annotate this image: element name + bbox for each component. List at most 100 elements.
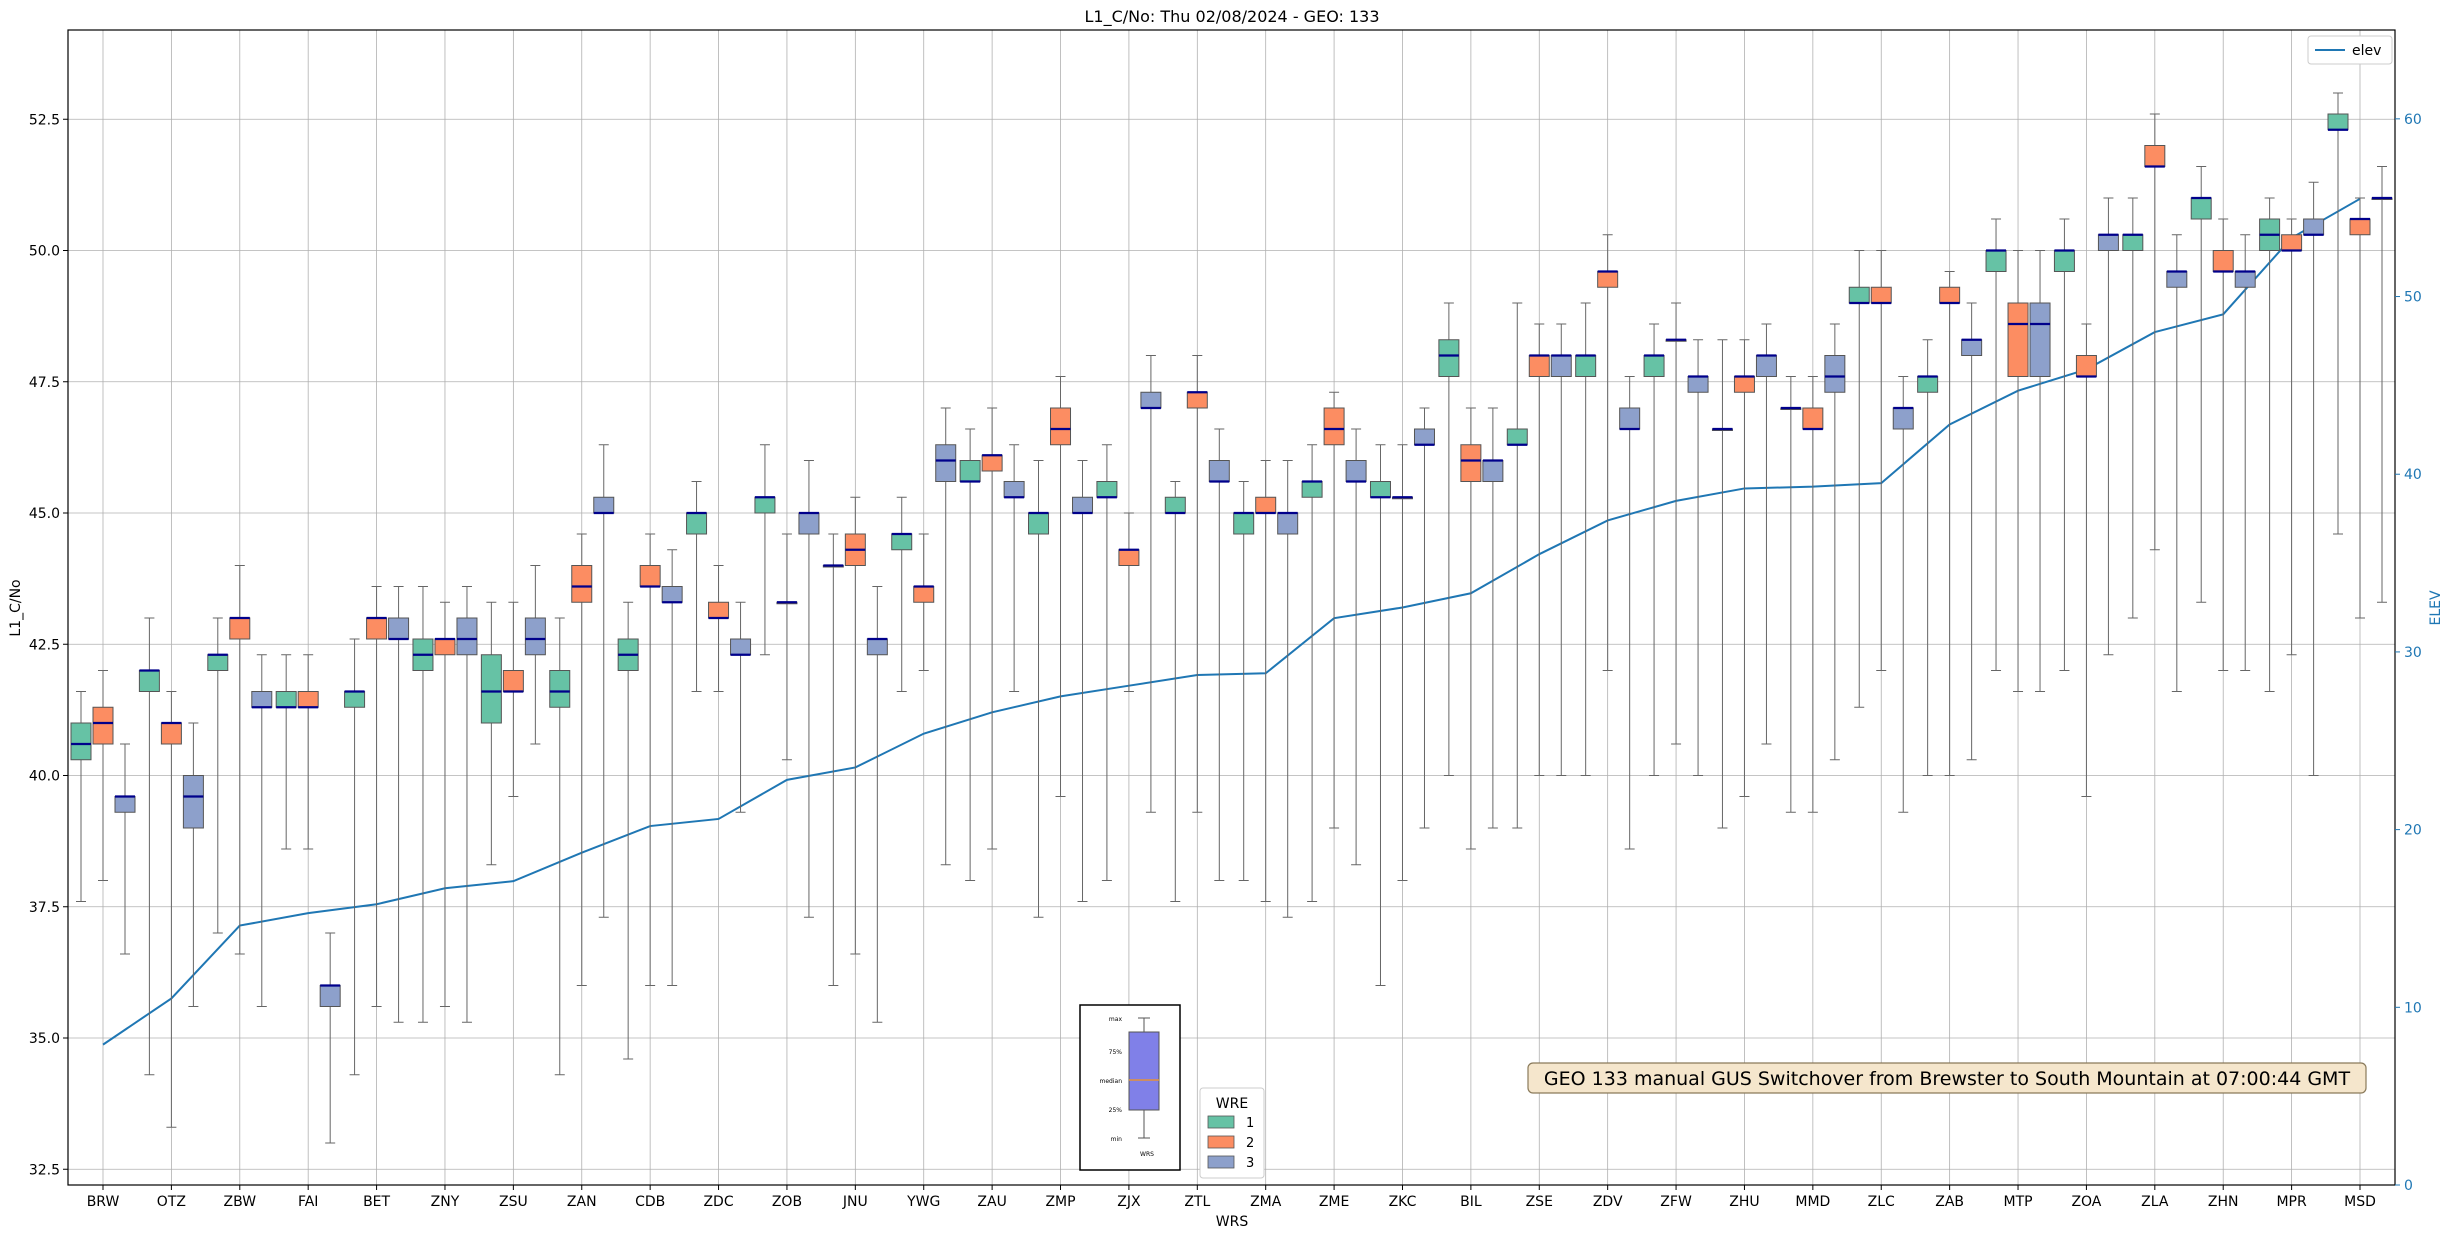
wrs-group-zoa [2053, 197, 2119, 797]
x-tick-label: ZOA [2071, 1194, 2101, 1210]
box-wre-3 [1072, 496, 1094, 514]
x-tick-label: ZLC [1868, 1194, 1895, 1210]
box-wre-3 [1892, 407, 1914, 430]
box-wre-3 [935, 444, 957, 482]
y2-tick-label: 20 [2404, 823, 2422, 839]
box-wre-1 [1301, 481, 1323, 498]
wrs-group-zme [1301, 391, 1367, 902]
elev-legend-label: elev [2352, 43, 2381, 59]
y2-tick-label: 60 [2404, 112, 2422, 128]
x-tick-label: ZOB [772, 1194, 802, 1210]
box-wre-3 [798, 512, 820, 535]
box-wre-3 [1277, 512, 1299, 535]
x-axis-label: WRS [1216, 1214, 1249, 1230]
wre-legend-title: WRE [1216, 1096, 1248, 1112]
x-tick-label: ZNY [431, 1194, 460, 1210]
y2-tick-label: 50 [2404, 290, 2422, 306]
box-wre-1 [686, 512, 708, 535]
key-box [1128, 1031, 1160, 1111]
box-wre-2 [366, 617, 388, 640]
key-label-median: median [1100, 1078, 1123, 1085]
box-wre-1 [1096, 481, 1118, 498]
box-wre-1 [344, 691, 366, 708]
wrs-group-fai [275, 654, 341, 1144]
box-wre-2 [1802, 407, 1824, 430]
box-wre-2 [1528, 355, 1550, 377]
x-tick-label: ZFW [1660, 1194, 1692, 1210]
annotation-text: GEO 133 manual GUS Switchover from Brews… [1544, 1068, 2351, 1090]
wrs-group-zlc [1848, 250, 1914, 813]
x-tick-label: BIL [1460, 1194, 1482, 1210]
wrs-group-zab [1917, 271, 1983, 776]
box-wre-1 [1848, 286, 1870, 304]
box-wre-1 [70, 722, 92, 761]
wrs-group-zsu [480, 565, 546, 866]
key-label-max: max [1109, 1016, 1123, 1023]
box-wre-2 [434, 638, 456, 656]
elev-legend: elev [2307, 35, 2393, 65]
box-wre-2 [1597, 271, 1619, 288]
box-wre-3 [182, 775, 204, 829]
box-wre-3 [1413, 428, 1435, 446]
x-tick-label: ZSE [1526, 1194, 1553, 1210]
x-tick-label: MTP [2003, 1194, 2032, 1210]
box-wre-1 [754, 496, 776, 514]
box-wre-2 [297, 691, 319, 708]
box-wre-1 [2327, 113, 2349, 131]
box-wre-2 [1186, 391, 1208, 409]
wre-legend-swatch-1 [1207, 1115, 1235, 1129]
x-tick-label: FAI [298, 1194, 318, 1210]
box-wre-3 [1824, 355, 1846, 393]
plot-frame [67, 29, 2396, 1186]
box-wre-3 [730, 638, 752, 656]
box-wre-3 [319, 985, 341, 1007]
y-tick-label: 45.0 [29, 506, 60, 522]
wrs-group-zse [1506, 302, 1572, 829]
box-wre-1 [480, 654, 502, 724]
box-wre-2 [1118, 549, 1140, 566]
wrs-group-bil [1438, 302, 1504, 850]
box-wre-3 [661, 586, 683, 603]
wre-legend-swatch-3 [1207, 1155, 1235, 1169]
x-tick-label: ZSU [499, 1194, 528, 1210]
box-wre-3 [251, 691, 273, 708]
x-tick-label: ZDV [1593, 1194, 1623, 1210]
box-wre-2 [2007, 302, 2029, 377]
y2-tick-label: 30 [2404, 645, 2422, 661]
y-tick-label: 35.0 [29, 1031, 60, 1047]
box-wre-2 [502, 670, 524, 692]
box-wre-3 [866, 638, 888, 656]
wrs-group-bet [344, 586, 410, 1076]
box-wre-1 [1233, 512, 1255, 535]
box-wre-1 [1985, 250, 2007, 272]
wrs-group-zkc [1369, 407, 1435, 986]
box-wre-3 [524, 617, 546, 656]
wrs-group-otz [138, 617, 204, 1128]
wrs-group-zdv [1575, 234, 1641, 850]
key-label-q3: 75% [1109, 1049, 1123, 1056]
box-wre-1 [1506, 428, 1528, 446]
box-wre-3 [1140, 391, 1162, 409]
box-wre-3 [593, 496, 615, 514]
box-wre-3 [1687, 376, 1709, 393]
x-tick-label: ZHN [2208, 1194, 2239, 1210]
wrs-group-msd [2327, 92, 2393, 619]
box-wre-1 [1575, 355, 1597, 377]
x-tick-label: CDB [635, 1194, 665, 1210]
x-tick-label: OTZ [157, 1194, 186, 1210]
box-wre-1 [1643, 355, 1665, 377]
box-wre-1 [2190, 197, 2212, 220]
key-caption: WRS [1140, 1151, 1154, 1158]
x-tick-label: ZAU [977, 1194, 1006, 1210]
y2-tick-label: 0 [2404, 1178, 2413, 1194]
box-wre-2 [229, 617, 251, 640]
box-wre-3 [1482, 460, 1504, 482]
wrs-group-zny [412, 586, 478, 1023]
wrs-group-mmd [1780, 323, 1846, 813]
box-wre-1 [207, 654, 229, 671]
box-wre-2 [2349, 218, 2371, 236]
box-wre-3 [2097, 234, 2119, 251]
box-wre-3 [1208, 460, 1230, 482]
